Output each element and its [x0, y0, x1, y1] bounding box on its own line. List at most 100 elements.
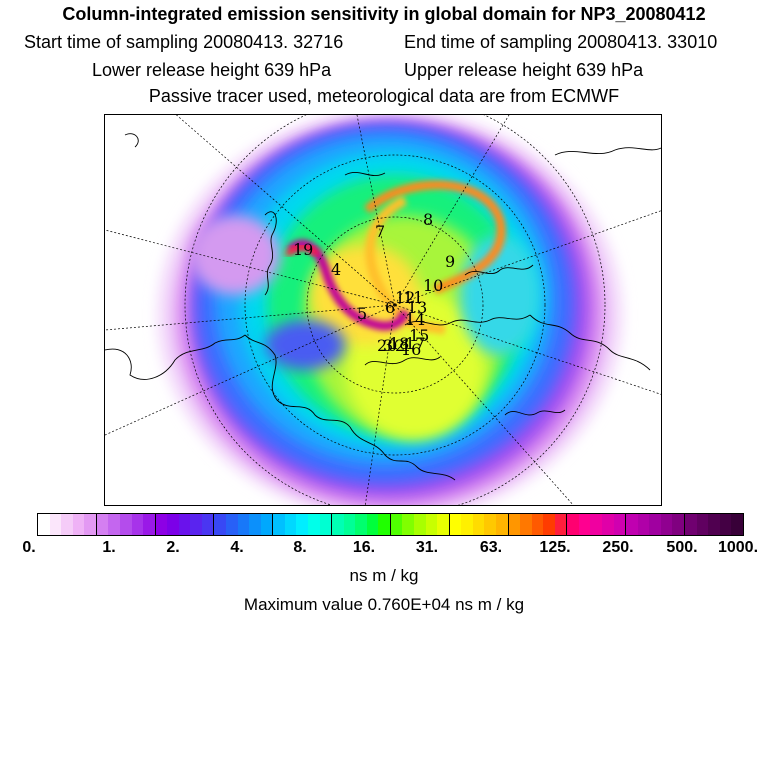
- colorbar-cell: [389, 514, 403, 535]
- release-marker-label: 5: [357, 304, 367, 323]
- colorbar-cell: [178, 514, 191, 535]
- colorbar-cell: [343, 514, 356, 535]
- colorbar-cell: [237, 514, 250, 535]
- release-marker-label: 17: [405, 334, 425, 353]
- end-time-label: End time of sampling 20080413. 33010: [404, 32, 718, 52]
- colorbar-cell: [461, 514, 473, 535]
- release-marker-label: 12: [395, 288, 415, 307]
- colorbar-cell: [331, 514, 344, 535]
- colorbar-cell: [378, 514, 390, 535]
- release-marker-label: 20: [377, 336, 397, 355]
- colorbar-cell: [49, 514, 62, 535]
- colorbar-cell: [719, 514, 732, 535]
- colorbar-cell: [660, 514, 673, 535]
- colorbar-cell: [61, 514, 73, 535]
- colorbar-cell: [119, 514, 132, 535]
- colorbar-tick-label: 16.: [352, 539, 376, 556]
- colorbar-cell: [543, 514, 555, 535]
- lower-release-height-label: Lower release height 639 hPa: [92, 60, 332, 80]
- colorbar-cell: [484, 514, 496, 535]
- colorbar-cell: [590, 514, 602, 535]
- colorbar-cell: [696, 514, 709, 535]
- colorbar-cell: [637, 514, 650, 535]
- colorbar-cell: [613, 514, 626, 535]
- colorbar-cell: [190, 514, 202, 535]
- release-marker-label: 13: [407, 298, 427, 317]
- colorbar-cell: [249, 514, 261, 535]
- release-marker-label: 18: [389, 334, 409, 353]
- release-marker-label: 1: [401, 336, 411, 355]
- colorbar-cell: [366, 514, 379, 535]
- release-marker-label: 14: [405, 310, 425, 329]
- start-time-label: Start time of sampling 20080413. 32716: [24, 32, 344, 52]
- colorbar-cell: [72, 514, 85, 535]
- release-marker-label: 8: [423, 210, 433, 229]
- colorbar-tick-label: 1.: [102, 539, 116, 556]
- colorbar-cell: [425, 514, 438, 535]
- colorbar-cell: [625, 514, 638, 535]
- colorbar-cell: [495, 514, 508, 535]
- colorbar-cell: [414, 514, 426, 535]
- colorbar-cell: [531, 514, 544, 535]
- release-marker-label: 7: [375, 222, 385, 241]
- upper-release-height-label: Upper release height 639 hPa: [404, 60, 644, 80]
- coastlines: [105, 133, 661, 481]
- colorbar-cell: [437, 514, 449, 535]
- colorbar-cell: [167, 514, 179, 535]
- colorbar-cell: [260, 514, 273, 535]
- colorbar-cell: [143, 514, 155, 535]
- colorbar-cell: [520, 514, 532, 535]
- release-marker-label: 11: [403, 288, 423, 307]
- colorbar-cell: [296, 514, 308, 535]
- release-marker-label: 16: [401, 340, 421, 359]
- colorbar-tick-label: 1000.: [717, 539, 759, 556]
- colorbar-cell: [448, 514, 462, 535]
- colorbar-cell: [84, 514, 96, 535]
- colorbar-cell: [708, 514, 720, 535]
- colorbar-cell: [578, 514, 591, 535]
- colorbar-tick-label: 31.: [415, 539, 439, 556]
- colorbar-units: ns m / kg: [349, 566, 419, 585]
- colorbar-cell: [402, 514, 414, 535]
- release-marker-label: 19: [293, 240, 313, 259]
- release-marker-label: 10: [423, 276, 443, 295]
- colorbar-cell: [731, 514, 743, 535]
- colorbar-tick-label: 500.: [666, 539, 698, 556]
- colorbar-cell: [602, 514, 614, 535]
- colorbar-tick-label: 4.: [230, 539, 244, 556]
- colorbar-cell: [307, 514, 320, 535]
- colorbar-cell: [649, 514, 661, 535]
- sensitivity-map: 1 2 3 4 5 6 7 8 9 10 11 12 13 14 15 16 17 18 19 20: [104, 114, 662, 506]
- colorbar-tick-label: 2.: [166, 539, 180, 556]
- colorbar-cell: [213, 514, 226, 535]
- colorbar-cell: [201, 514, 214, 535]
- colorbar-tick-label: 63.: [479, 539, 503, 556]
- release-marker-label: 9: [445, 252, 455, 271]
- colorbar-cell: [319, 514, 332, 535]
- release-marker-label: 3: [383, 336, 393, 355]
- colorbar-tick-label: 8.: [293, 539, 307, 556]
- colorbar-cell: [554, 514, 567, 535]
- colorbar-tick-label: 125.: [539, 539, 571, 556]
- maximum-value-label: Maximum value 0.760E+04 ns m / kg: [243, 595, 525, 614]
- colorbar-cell: [226, 514, 238, 535]
- colorbar-cell: [95, 514, 109, 535]
- colorbar-cell: [108, 514, 120, 535]
- colorbar-cell: [355, 514, 367, 535]
- colorbar-cell: [154, 514, 168, 535]
- release-marker-label: 6: [385, 298, 395, 317]
- colorbar-cell: [672, 514, 684, 535]
- colorbar-tick-label: 0.: [22, 539, 36, 556]
- colorbar-cell: [472, 514, 485, 535]
- colorbar-cell: [272, 514, 285, 535]
- colorbar: [37, 513, 744, 536]
- colorbar-cell: [683, 514, 697, 535]
- release-marker-label: 15: [409, 326, 429, 345]
- colorbar-cell: [131, 514, 144, 535]
- tracer-info-label: Passive tracer used, meteorological data…: [148, 86, 620, 106]
- release-marker-label: 4: [331, 260, 341, 279]
- colorbar-cell: [507, 514, 521, 535]
- colorbar-tick-label: 250.: [602, 539, 634, 556]
- colorbar-cell: [38, 514, 50, 535]
